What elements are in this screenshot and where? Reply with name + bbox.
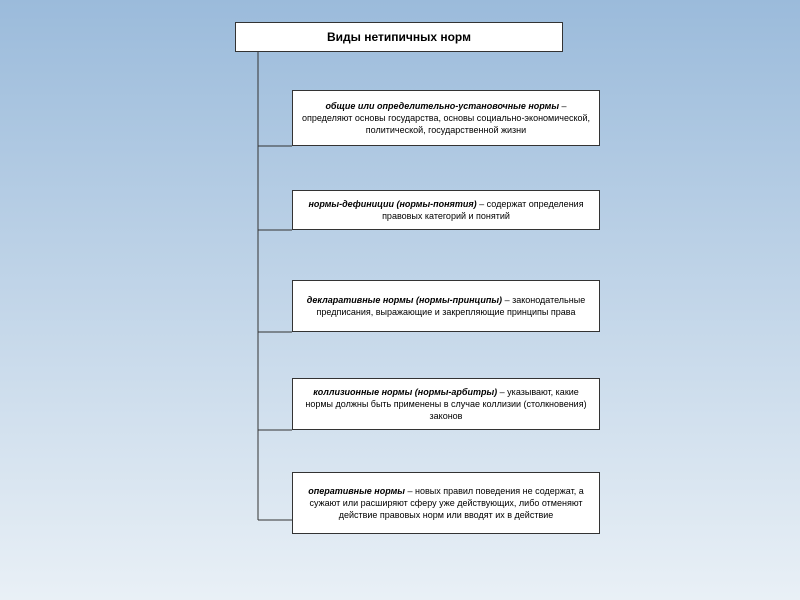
item-text-2: декларативные нормы (нормы-принципы) – з… bbox=[301, 294, 591, 318]
item-box-0: общие или определительно-установочные но… bbox=[292, 90, 600, 146]
item-text-3: коллизионные нормы (нормы-арбитры) – ука… bbox=[301, 386, 591, 422]
item-text-1: нормы-дефиниции (нормы-понятия) – содерж… bbox=[301, 198, 591, 222]
item-box-2: декларативные нормы (нормы-принципы) – з… bbox=[292, 280, 600, 332]
item-text-4: оперативные нормы – новых правил поведен… bbox=[301, 485, 591, 521]
item-box-4: оперативные нормы – новых правил поведен… bbox=[292, 472, 600, 534]
item-text-0: общие или определительно-установочные но… bbox=[301, 100, 591, 136]
item-box-3: коллизионные нормы (нормы-арбитры) – ука… bbox=[292, 378, 600, 430]
diagram-content: Виды нетипичных норм общие или определит… bbox=[0, 0, 800, 600]
title-box: Виды нетипичных норм bbox=[235, 22, 563, 52]
item-box-1: нормы-дефиниции (нормы-понятия) – содерж… bbox=[292, 190, 600, 230]
title-text: Виды нетипичных норм bbox=[327, 30, 471, 44]
